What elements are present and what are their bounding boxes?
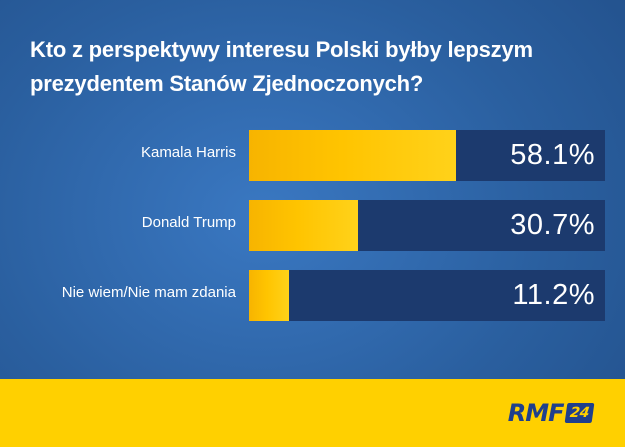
- bar-value-label: 58.1%: [510, 139, 595, 171]
- logo-text: RMF: [507, 399, 565, 427]
- bar: [249, 270, 289, 321]
- footer-band: RMF 24: [0, 379, 625, 447]
- bar-label: Kamala Harris: [140, 143, 236, 161]
- bar: [249, 200, 359, 251]
- bar-label: Nie wiem/Nie mam zdania: [61, 283, 236, 301]
- bar-value-label: 11.2%: [512, 279, 595, 311]
- rmf24-logo: RMF 24: [507, 399, 595, 427]
- bar-track: 11.2%: [249, 270, 605, 321]
- bar-value-label: 30.7%: [510, 209, 595, 241]
- bar-track: 58.1%: [249, 130, 605, 181]
- chart-title: Kto z perspektywy interesu Polski byłby …: [30, 37, 533, 96]
- bar-track: 30.7%: [249, 200, 605, 251]
- logo-badge: 24: [564, 403, 595, 423]
- bar-label: Donald Trump: [141, 213, 236, 231]
- bar: [249, 130, 456, 181]
